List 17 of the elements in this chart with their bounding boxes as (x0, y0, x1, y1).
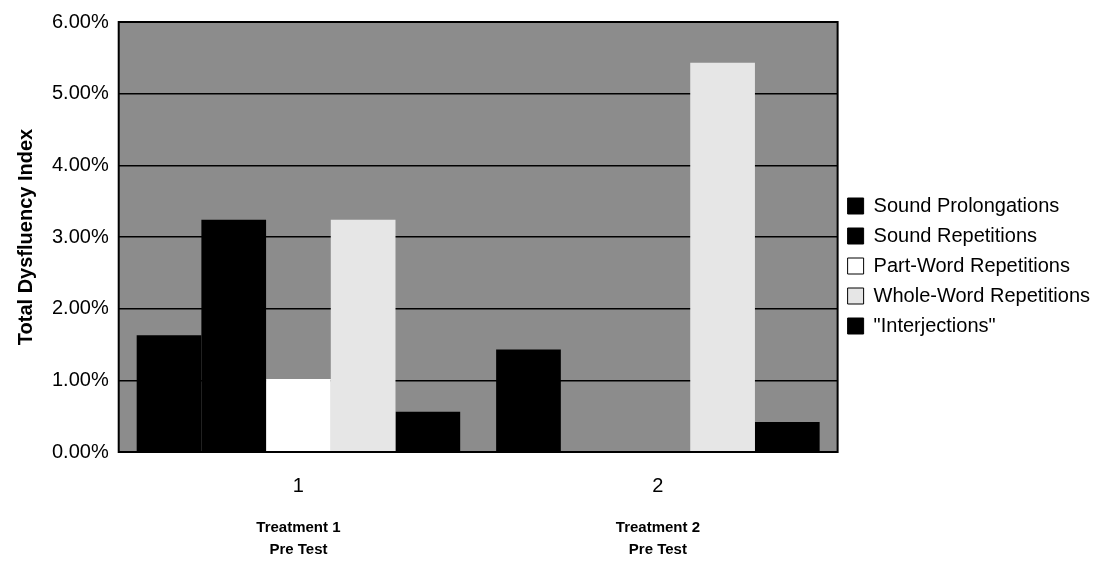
legend-label: Sound Repetitions (873, 223, 1038, 246)
text: Treatment 1 Pre Test (256, 518, 341, 557)
y-tick-label: 2.00% (51, 296, 109, 319)
x-tick-label: 1 (292, 473, 304, 496)
y-tick-label: 6.00% (51, 9, 109, 32)
y-axis-title: Total Dysfluency Index (13, 128, 36, 346)
y-tick-label: 0.00% (51, 439, 109, 462)
legend-label: Part-Word Repetitions (873, 253, 1070, 276)
y-tick-label: 4.00% (51, 152, 109, 175)
legend-label: Whole-Word Repetitions (873, 283, 1090, 306)
y-tick-label: 3.00% (51, 224, 109, 247)
legend-label: "Interjections" (873, 313, 996, 336)
x-tick-label: 2 (652, 473, 664, 496)
y-tick-label: 5.00% (51, 81, 109, 104)
y-tick-label: 1.00% (51, 367, 109, 390)
text: Treatment 2 Pre Test (615, 518, 700, 557)
legend-label: Sound Prolongations (873, 193, 1060, 216)
